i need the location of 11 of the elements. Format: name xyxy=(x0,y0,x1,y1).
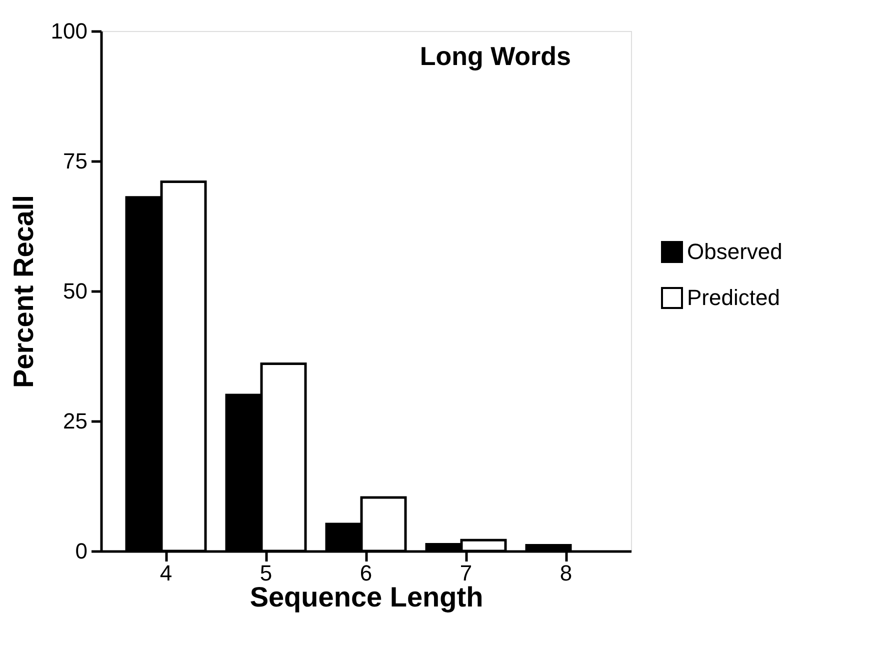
y-axis-title: Percent Recall xyxy=(8,195,39,388)
legend-label: Observed xyxy=(687,239,782,264)
chart-title: Long Words xyxy=(420,41,571,71)
y-tick-label: 100 xyxy=(50,18,88,44)
y-tick-label: 50 xyxy=(63,278,88,304)
legend-label: Predicted xyxy=(687,285,780,310)
y-tick-label: 75 xyxy=(63,148,88,174)
y-tick-label: 25 xyxy=(63,408,88,434)
x-tick-label: 8 xyxy=(560,560,572,586)
y-tick-label: 0 xyxy=(75,538,88,564)
x-tick-label: 4 xyxy=(160,560,172,586)
